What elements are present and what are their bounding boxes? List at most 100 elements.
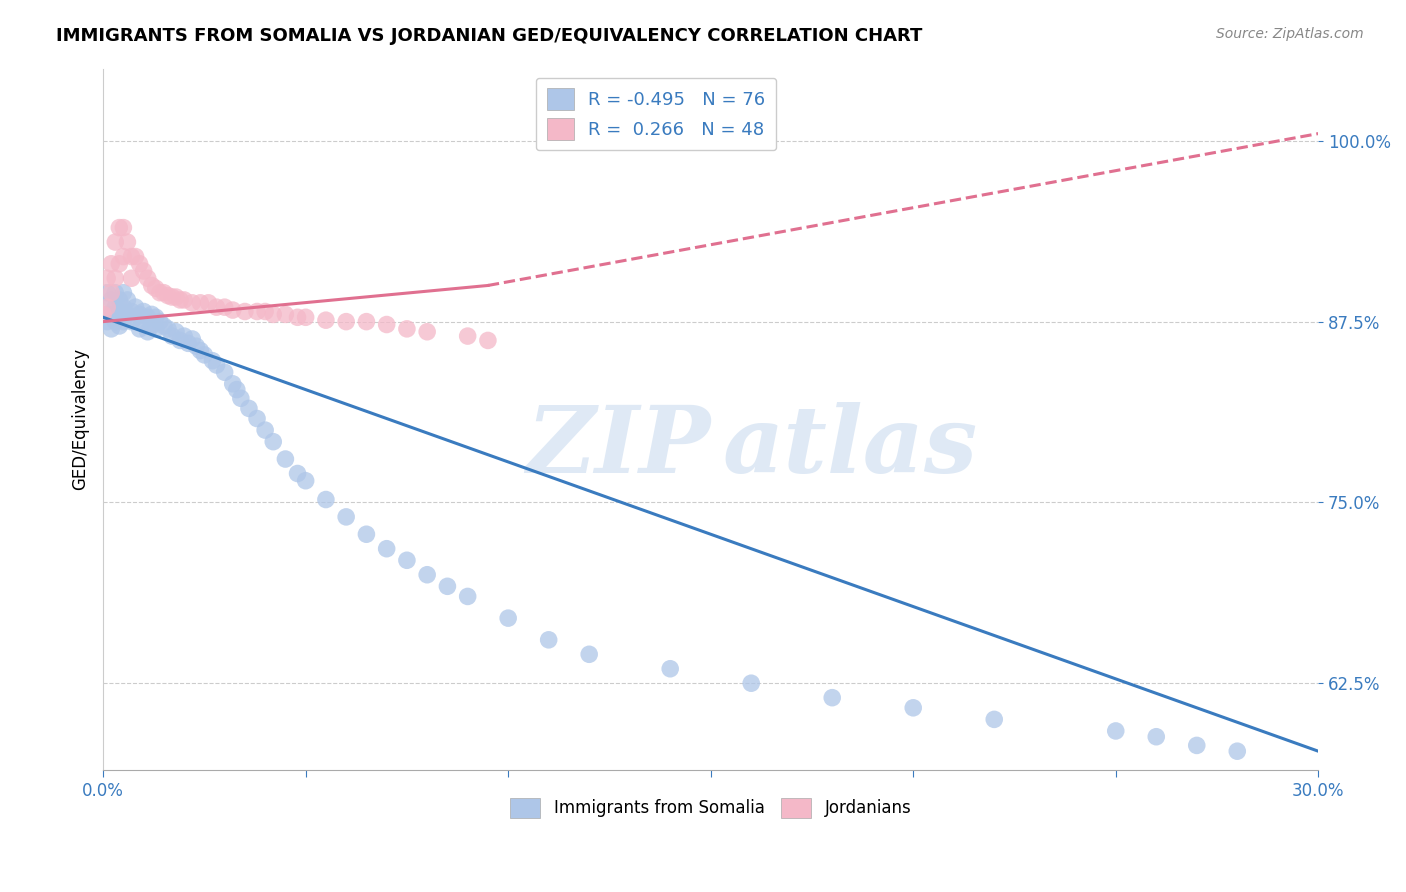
Point <box>112 220 135 235</box>
Point <box>160 290 183 304</box>
Point <box>238 401 260 416</box>
Point <box>141 307 163 321</box>
Point <box>1144 730 1167 744</box>
Point <box>96 285 118 300</box>
Point <box>91 307 114 321</box>
Point <box>149 285 172 300</box>
Point <box>903 701 925 715</box>
Point <box>356 527 378 541</box>
Point <box>100 293 122 307</box>
Point <box>173 293 195 307</box>
Y-axis label: GED/Equivalency: GED/Equivalency <box>72 348 89 491</box>
Point <box>96 315 118 329</box>
Point <box>416 567 439 582</box>
Point <box>186 339 208 353</box>
Point <box>104 235 127 249</box>
Text: ZIP: ZIP <box>526 402 710 492</box>
Point <box>188 295 211 310</box>
Point <box>91 307 114 321</box>
Point <box>153 318 176 333</box>
Point <box>205 300 228 314</box>
Point <box>141 278 163 293</box>
Point <box>112 285 135 300</box>
Point <box>335 509 357 524</box>
Point <box>254 423 277 437</box>
Point <box>121 271 143 285</box>
Point <box>132 264 155 278</box>
Point <box>173 329 195 343</box>
Point <box>274 452 297 467</box>
Point <box>222 303 245 318</box>
Point <box>121 250 143 264</box>
Point <box>983 712 1005 726</box>
Point <box>181 332 204 346</box>
Point <box>128 257 150 271</box>
Point <box>1185 739 1208 753</box>
Point <box>262 307 284 321</box>
Point <box>136 310 159 325</box>
Point <box>104 271 127 285</box>
Point <box>108 293 131 307</box>
Point <box>136 325 159 339</box>
Point <box>225 383 247 397</box>
Point <box>659 662 682 676</box>
Point <box>117 293 139 307</box>
Point <box>395 553 418 567</box>
Text: atlas: atlas <box>723 402 979 492</box>
Point <box>149 315 172 329</box>
Point <box>153 285 176 300</box>
Point <box>104 285 127 300</box>
Point <box>112 250 135 264</box>
Text: IMMIGRANTS FROM SOMALIA VS JORDANIAN GED/EQUIVALENCY CORRELATION CHART: IMMIGRANTS FROM SOMALIA VS JORDANIAN GED… <box>56 27 922 45</box>
Point <box>165 325 187 339</box>
Point <box>100 257 122 271</box>
Point <box>132 304 155 318</box>
Point <box>96 271 118 285</box>
Point <box>121 304 143 318</box>
Text: Source: ZipAtlas.com: Source: ZipAtlas.com <box>1216 27 1364 41</box>
Point <box>108 220 131 235</box>
Point <box>117 235 139 249</box>
Point <box>1226 744 1249 758</box>
Point <box>121 315 143 329</box>
Point <box>457 590 479 604</box>
Point <box>104 300 127 314</box>
Point <box>145 310 167 325</box>
Point <box>457 329 479 343</box>
Point <box>496 611 519 625</box>
Point <box>165 290 187 304</box>
Point <box>287 310 309 325</box>
Point <box>169 334 191 348</box>
Point <box>128 307 150 321</box>
Point <box>222 376 245 391</box>
Point <box>104 315 127 329</box>
Point <box>246 304 269 318</box>
Point <box>197 295 219 310</box>
Point <box>160 329 183 343</box>
Point <box>117 307 139 321</box>
Point <box>294 474 316 488</box>
Point <box>193 348 215 362</box>
Point <box>124 300 146 314</box>
Point <box>315 492 337 507</box>
Point <box>156 322 179 336</box>
Point <box>821 690 844 705</box>
Point <box>201 353 224 368</box>
Point <box>136 271 159 285</box>
Point <box>181 295 204 310</box>
Point <box>169 293 191 307</box>
Point <box>740 676 762 690</box>
Point <box>100 285 122 300</box>
Point <box>141 318 163 333</box>
Point <box>124 310 146 325</box>
Point <box>246 411 269 425</box>
Point <box>375 541 398 556</box>
Point <box>96 300 118 314</box>
Point <box>274 307 297 321</box>
Point <box>477 334 499 348</box>
Point <box>335 315 357 329</box>
Point <box>128 322 150 336</box>
Point <box>112 315 135 329</box>
Point <box>416 325 439 339</box>
Point <box>100 322 122 336</box>
